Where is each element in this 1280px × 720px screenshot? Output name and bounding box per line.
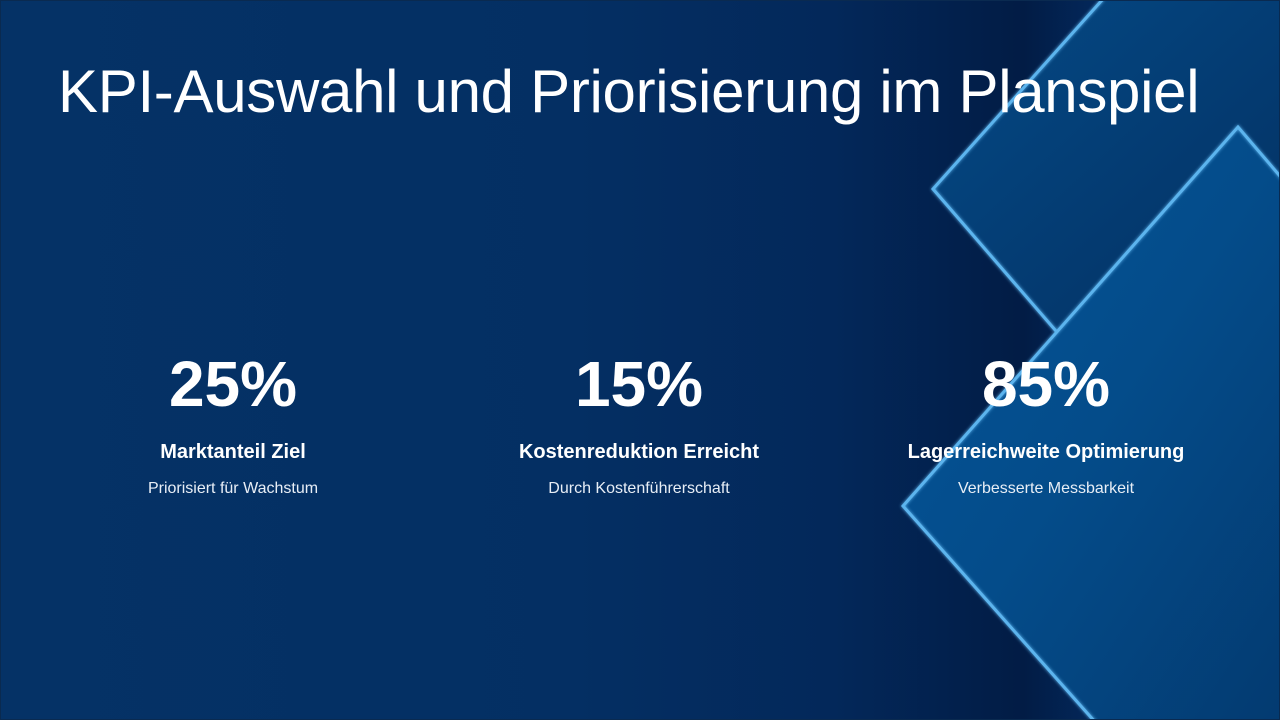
kpi-value: 15% xyxy=(574,348,704,420)
upper-diamond-shape xyxy=(933,1,1279,331)
kpi-description: Durch Kostenführerschaft xyxy=(548,480,730,497)
kpi-card-market-share: 25% Marktanteil Ziel Priorisiert für Wac… xyxy=(33,346,433,499)
kpi-description: Verbesserte Messbarkeit xyxy=(957,480,1135,497)
kpi-card-inventory-range: 85% Lagerreichweite Optimierung Verbesse… xyxy=(846,346,1246,499)
kpi-value: 25% xyxy=(168,348,298,420)
kpi-value: 85% xyxy=(981,348,1111,420)
kpi-label: Marktanteil Ziel xyxy=(160,441,306,463)
kpi-label: Kostenreduktion Erreicht xyxy=(518,441,760,463)
slide-title: KPI-Auswahl und Priorisierung im Planspi… xyxy=(58,58,1200,125)
kpi-label: Lagerreichweite Optimierung xyxy=(907,441,1185,463)
kpi-card-cost-reduction: 15% Kostenreduktion Erreicht Durch Koste… xyxy=(439,346,839,499)
kpi-description: Priorisiert für Wachstum xyxy=(147,480,319,497)
